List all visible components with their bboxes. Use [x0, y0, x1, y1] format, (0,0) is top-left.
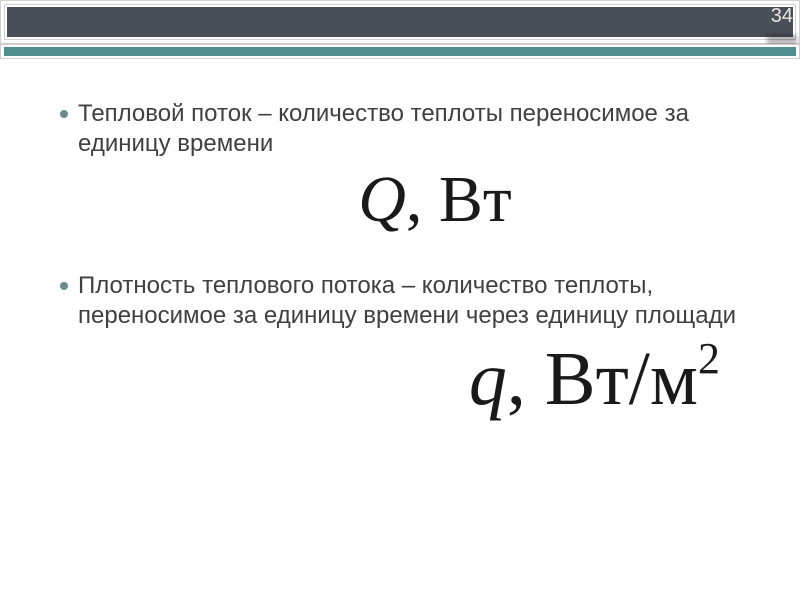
- accent-strip-fill: [4, 47, 796, 56]
- symbol-q: q: [469, 337, 507, 421]
- formula-heat-flux-density: q, Вт/м2: [60, 341, 750, 417]
- formula-1: Q, Вт: [298, 167, 512, 233]
- separator: ,: [406, 163, 423, 236]
- bullet-item: Плотность теплового потока – количество …: [60, 271, 750, 331]
- page-number: 34: [771, 5, 793, 28]
- accent-strip: [0, 44, 800, 59]
- unit-base: Вт/м: [545, 337, 698, 421]
- top-bar-fill: [7, 7, 793, 37]
- slide: 34 Тепловой поток – количество теплоты п…: [0, 0, 800, 600]
- bullet-text: Тепловой поток – количество теплоты пере…: [78, 99, 750, 159]
- unit-watt: Вт: [439, 163, 512, 236]
- unit-watt-per-m2: Вт/м2: [545, 337, 720, 421]
- symbol-Q: Q: [358, 163, 406, 236]
- separator: ,: [507, 337, 526, 421]
- formula-heat-flow: Q, Вт: [60, 167, 750, 233]
- bullet-item: Тепловой поток – количество теплоты пере…: [60, 99, 750, 159]
- bullet-dot-icon: [60, 110, 68, 118]
- top-bar-inner-border: [4, 4, 796, 40]
- bullet-dot-icon: [60, 282, 68, 290]
- bullet-text: Плотность теплового потока – количество …: [78, 271, 750, 331]
- unit-exponent: 2: [698, 334, 720, 383]
- slide-body: Тепловой поток – количество теплоты пере…: [0, 59, 800, 437]
- formula-2: q, Вт/м2: [469, 341, 720, 417]
- top-bar: 34: [0, 0, 800, 44]
